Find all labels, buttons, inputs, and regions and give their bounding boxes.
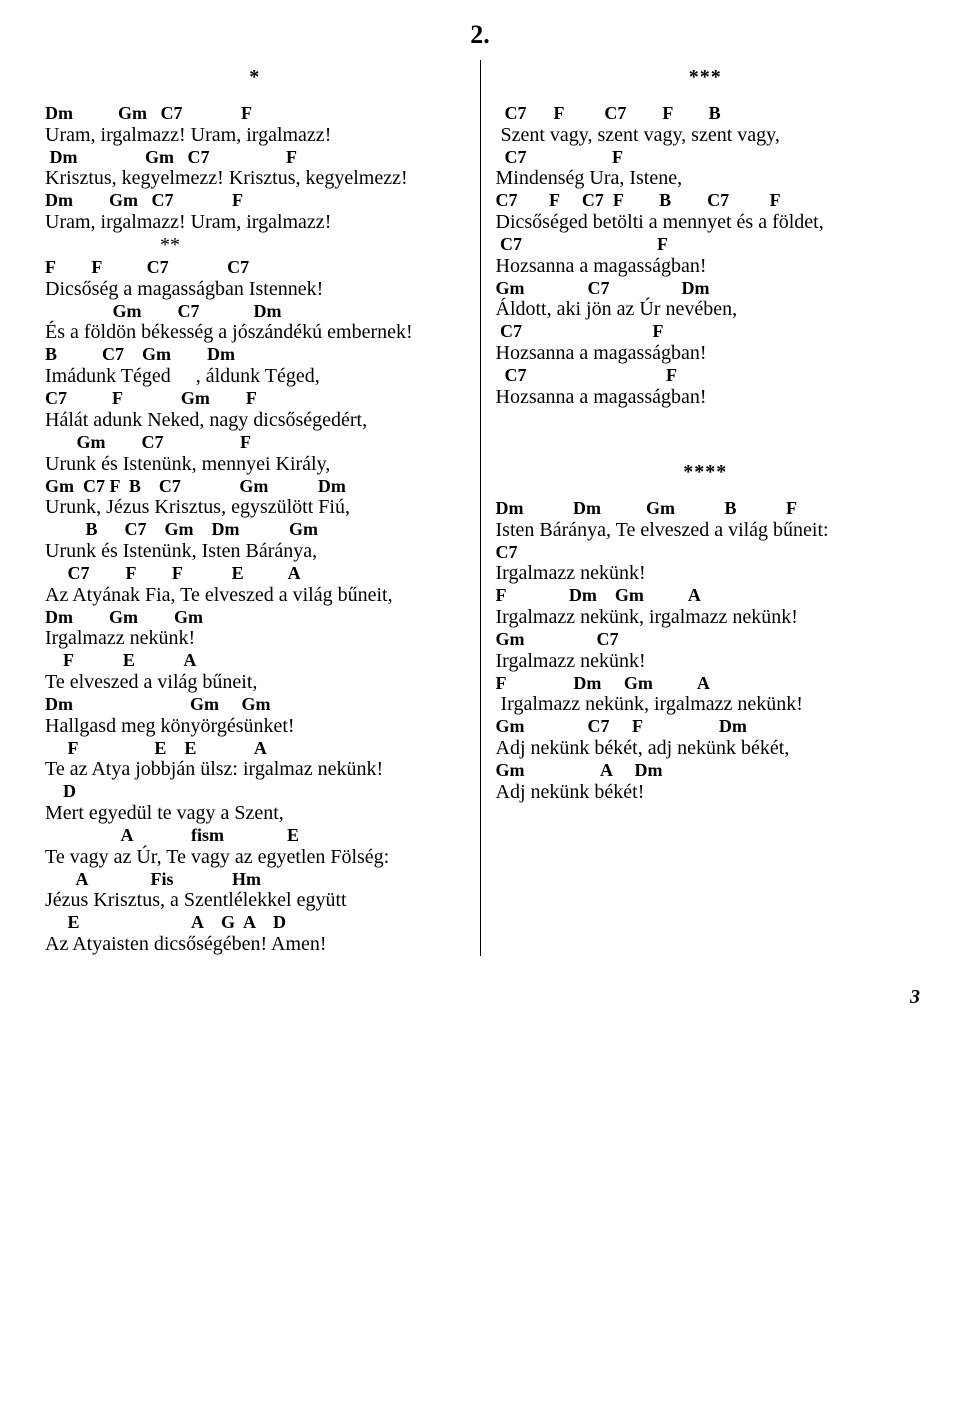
lyric-line: Urunk, Jézus Krisztus, egyszülött Fiú, xyxy=(45,496,465,519)
chord-line: Dm Gm Gm xyxy=(45,607,465,628)
chord-line: C7 F xyxy=(496,365,916,386)
chord-line: F Dm Gm A xyxy=(496,673,916,694)
chord-line: C7 F xyxy=(496,234,916,255)
lyric-line: Mert egyedül te vagy a Szent, xyxy=(45,802,465,825)
columns-container: * Dm Gm C7 FUram, irgalmazz! Uram, irgal… xyxy=(30,60,930,956)
lyric-line: Jézus Krisztus, a Szentlélekkel együtt xyxy=(45,889,465,912)
chord-line: C7 F xyxy=(496,147,916,168)
chord-line: Dm Gm Gm xyxy=(45,694,465,715)
page-number: 3 xyxy=(30,986,930,1009)
inline-section-marker: **** xyxy=(496,461,916,484)
lyric-line: Áldott, aki jön az Úr nevében, xyxy=(496,298,916,321)
chord-line: Dm Dm Gm B F xyxy=(496,498,916,519)
lyric-line: Adj nekünk békét! xyxy=(496,781,916,804)
chord-line: Dm Gm C7 F xyxy=(45,190,465,211)
lyric-line: Te az Atya jobbján ülsz: irgalmaz nekünk… xyxy=(45,758,465,781)
lyric-line: Hálát adunk Neked, nagy dicsőségedért, xyxy=(45,409,465,432)
right-section-marker: *** xyxy=(496,66,916,89)
chord-line: Dm Gm C7 F xyxy=(45,103,465,124)
lyric-line: Hozsanna a magasságban! xyxy=(496,386,916,409)
blank-line xyxy=(496,432,916,455)
lyric-line: Urunk és Istenünk, mennyei Király, xyxy=(45,453,465,476)
right-lines: C7 F C7 F B Szent vagy, szent vagy, szen… xyxy=(496,103,916,804)
chord-line: A Fis Hm xyxy=(45,869,465,890)
left-lines: Dm Gm C7 FUram, irgalmazz! Uram, irgalma… xyxy=(45,103,465,956)
blank-line xyxy=(496,409,916,432)
lyric-line: Irgalmazz nekünk, irgalmazz nekünk! xyxy=(496,693,916,716)
chord-line: Gm C7 F Dm xyxy=(496,716,916,737)
lyric-line: Hozsanna a magasságban! xyxy=(496,342,916,365)
chord-line: Gm C7 Dm xyxy=(45,301,465,322)
left-column: * Dm Gm C7 FUram, irgalmazz! Uram, irgal… xyxy=(30,60,481,956)
lyric-line: Az Atyaisten dicsőségében! Amen! xyxy=(45,933,465,956)
chord-line: Gm C7 xyxy=(496,629,916,650)
lyric-line: Az Atyának Fia, Te elveszed a világ bűne… xyxy=(45,584,465,607)
lyric-line: Urunk és Istenünk, Isten Báránya, xyxy=(45,540,465,563)
lyric-line: ** xyxy=(45,234,465,257)
lyric-line: Uram, irgalmazz! Uram, irgalmazz! xyxy=(45,211,465,234)
chord-line: Gm A Dm xyxy=(496,760,916,781)
lyric-line: Hallgasd meg könyörgésünket! xyxy=(45,715,465,738)
chord-line: E A G A D xyxy=(45,912,465,933)
lyric-line: Hozsanna a magasságban! xyxy=(496,255,916,278)
lyric-line: Te vagy az Úr, Te vagy az egyetlen Fölsé… xyxy=(45,846,465,869)
chord-line: F Dm Gm A xyxy=(496,585,916,606)
lyric-line: Isten Báránya, Te elveszed a világ bűnei… xyxy=(496,519,916,542)
chord-line: B C7 Gm Dm Gm xyxy=(45,519,465,540)
lyric-line: Imádunk Téged , áldunk Téged, xyxy=(45,365,465,388)
lyric-line: Irgalmazz nekünk, irgalmazz nekünk! xyxy=(496,606,916,629)
lyric-line: Szent vagy, szent vagy, szent vagy, xyxy=(496,124,916,147)
lyric-line: Mindenség Ura, Istene, xyxy=(496,167,916,190)
lyric-line: Te elveszed a világ bűneit, xyxy=(45,671,465,694)
lyric-line: És a földön békesség a jószándékú embern… xyxy=(45,321,465,344)
chord-line: Dm Gm C7 F xyxy=(45,147,465,168)
page-title: 2. xyxy=(30,20,930,50)
chord-line: C7 F C7 F B xyxy=(496,103,916,124)
chord-line: B C7 Gm Dm xyxy=(45,344,465,365)
left-section-marker: * xyxy=(45,66,465,89)
lyric-line: Dicsőség a magasságban Istennek! xyxy=(45,278,465,301)
lyric-line: Krisztus, kegyelmezz! Krisztus, kegyelme… xyxy=(45,167,465,190)
lyric-line: Irgalmazz nekünk! xyxy=(496,650,916,673)
chord-line: Gm C7 Dm xyxy=(496,278,916,299)
chord-line: C7 xyxy=(496,542,916,563)
lyric-line: Dicsőséged betölti a mennyet és a földet… xyxy=(496,211,916,234)
lyric-line: Adj nekünk békét, adj nekünk békét, xyxy=(496,737,916,760)
chord-line: F F C7 C7 xyxy=(45,257,465,278)
chord-line: A fism E xyxy=(45,825,465,846)
lyric-line: Irgalmazz nekünk! xyxy=(496,562,916,585)
chord-line: D xyxy=(45,781,465,802)
chord-line: Gm C7 F xyxy=(45,432,465,453)
chord-line: F E A xyxy=(45,650,465,671)
chord-line: Gm C7 F B C7 Gm Dm xyxy=(45,476,465,497)
lyric-line: Uram, irgalmazz! Uram, irgalmazz! xyxy=(45,124,465,147)
right-column: *** C7 F C7 F B Szent vagy, szent vagy, … xyxy=(481,60,931,956)
chord-line: C7 F C7 F B C7 F xyxy=(496,190,916,211)
chord-line: C7 F xyxy=(496,321,916,342)
chord-line: C7 F Gm F xyxy=(45,388,465,409)
chord-line: C7 F F E A xyxy=(45,563,465,584)
lyric-line: Irgalmazz nekünk! xyxy=(45,627,465,650)
chord-line: F E E A xyxy=(45,738,465,759)
